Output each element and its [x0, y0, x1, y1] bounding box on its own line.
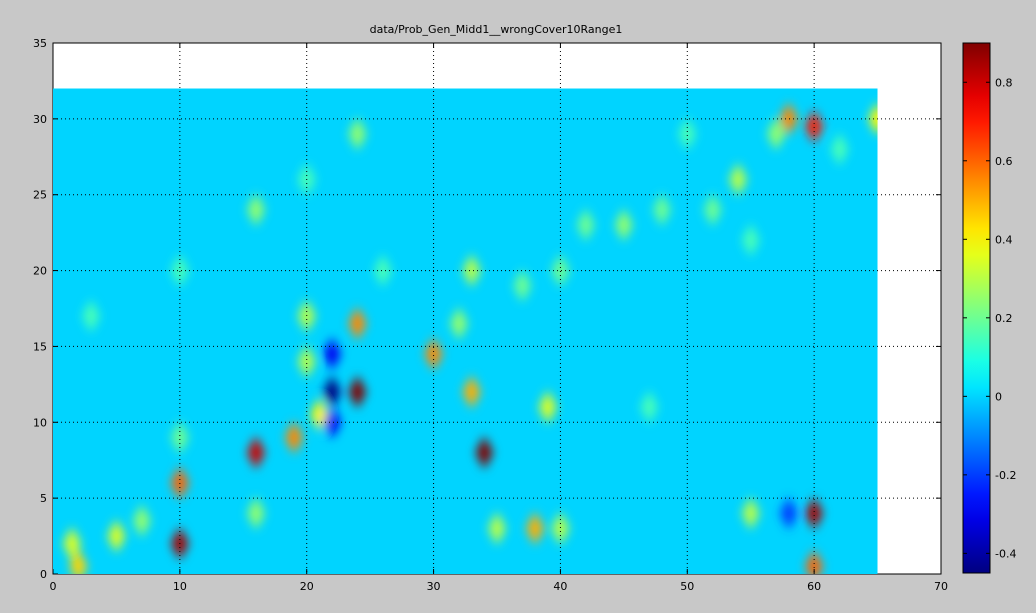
heatmap-cell	[779, 496, 798, 531]
colorbar	[962, 42, 991, 574]
heatmap-cell	[779, 101, 798, 136]
heatmap-cell	[107, 519, 126, 554]
y-tick-label: 35	[33, 37, 47, 50]
heatmap-cell	[170, 253, 189, 288]
heatmap-cell	[741, 223, 760, 258]
heatmap-cell	[551, 253, 570, 288]
y-tick-label: 0	[40, 568, 47, 581]
x-tick-label: 20	[300, 580, 314, 593]
heatmap-cell	[488, 511, 506, 546]
colorbar-tick-label: 0.8	[995, 76, 1013, 89]
colorbar-tick-label: -0.2	[995, 469, 1016, 482]
heatmap-cell	[640, 390, 659, 425]
heatmap-cell	[741, 496, 760, 531]
heatmap-cell	[805, 496, 824, 531]
colorbar-tick-label: 0.2	[995, 312, 1013, 325]
heatmap-cell	[323, 405, 342, 440]
heatmap-cell	[729, 162, 748, 197]
heatmap-background	[53, 88, 878, 574]
heatmap-cell	[678, 117, 697, 152]
y-axis: 0 5 10 15 20 25 30 35	[33, 37, 941, 581]
colorbar-tick-label: 0.6	[995, 155, 1013, 168]
heatmap-cell	[576, 208, 595, 243]
heatmap-cell	[805, 109, 824, 144]
grid-lines	[53, 43, 941, 574]
heatmap-cell	[246, 435, 265, 470]
heatmap-cell	[63, 526, 82, 561]
heatmap-cell	[348, 306, 367, 341]
x-axis: 0 10 20 30 40 50 60 70	[50, 43, 948, 593]
heatmap-cell	[462, 253, 481, 288]
heatmap-cell	[69, 549, 88, 574]
y-tick-label: 30	[33, 113, 47, 126]
heatmap-cell	[652, 192, 671, 227]
heatmap-image	[53, 88, 878, 574]
colorbar-tick-label: 0	[995, 390, 1002, 403]
heatmap-cell	[830, 132, 849, 167]
y-tick-label: 10	[33, 416, 47, 429]
heatmap-cell	[285, 420, 304, 455]
heatmap-cell	[805, 549, 824, 574]
heatmap-cell	[297, 299, 316, 334]
heatmap-cell	[449, 306, 468, 341]
x-tick-label: 10	[173, 580, 187, 593]
y-tick-label: 25	[33, 189, 47, 202]
heatmap-cell	[170, 420, 189, 455]
heatmap-cell	[297, 344, 316, 379]
heatmap-cell	[526, 511, 545, 546]
heatmap-cell	[513, 268, 532, 303]
y-tick-label: 15	[33, 340, 47, 353]
chart-title: data/Prob_Gen_Midd1__wrongCover10Range1	[370, 23, 623, 36]
heatmap-cell	[462, 374, 481, 409]
heatmap-cell	[551, 511, 570, 546]
heatmap-cell	[132, 503, 151, 538]
x-tick-label: 60	[807, 580, 821, 593]
heatmap-cell	[170, 465, 189, 500]
x-tick-label: 50	[680, 580, 694, 593]
heatmap-cell	[246, 192, 265, 227]
heatmap-cell	[703, 192, 722, 227]
heatmap-cell	[424, 337, 443, 372]
heatmap-cell	[767, 117, 786, 152]
x-tick-label: 30	[427, 580, 441, 593]
y-tick-label: 20	[33, 265, 47, 278]
x-tick-label: 40	[553, 580, 567, 593]
heatmap-cell	[323, 374, 342, 409]
heatmap-cell	[323, 337, 342, 372]
y-tick-label: 5	[40, 492, 47, 505]
heatmap-cell	[348, 374, 367, 409]
colorbar-axis: -0.4 -0.2 0 0.2 0.4 0.6 0.8	[963, 76, 1016, 560]
heatmap-cell	[82, 299, 101, 334]
colorbar-tick-label: -0.4	[995, 547, 1016, 560]
heatmap-cell	[475, 435, 494, 470]
heatmap-cell	[538, 390, 557, 425]
heatmap-cell	[348, 117, 367, 152]
heatmap-cell	[246, 496, 265, 531]
heatmap-cell	[373, 253, 392, 288]
heatmap-cell	[614, 208, 633, 243]
x-tick-label: 0	[50, 580, 57, 593]
colorbar-tick-label: 0.4	[995, 233, 1013, 246]
x-tick-label: 70	[934, 580, 948, 593]
